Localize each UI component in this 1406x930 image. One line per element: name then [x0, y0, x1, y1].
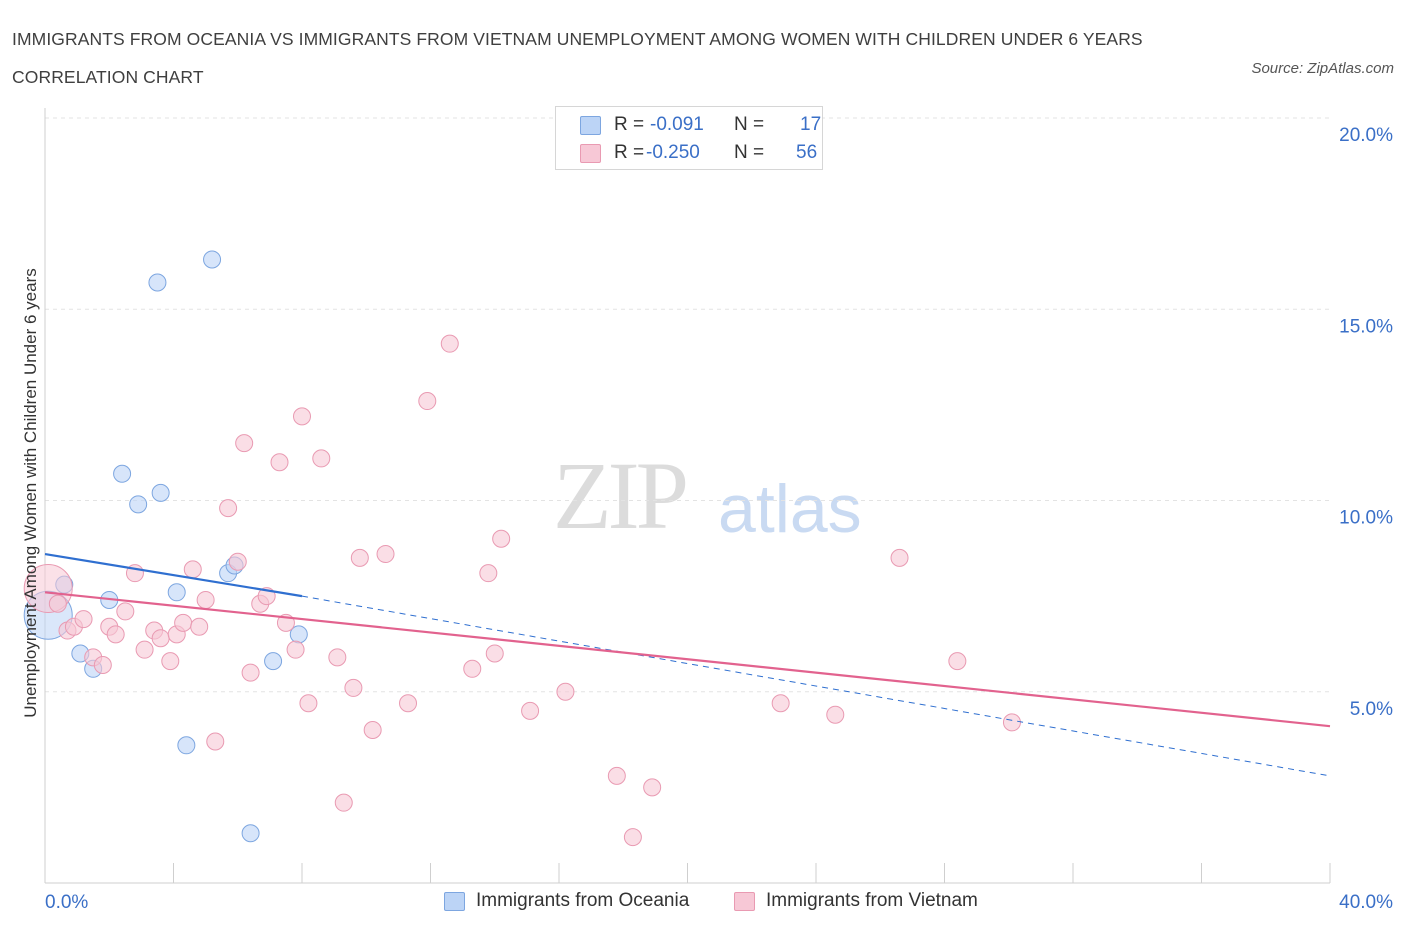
data-point — [151, 483, 170, 502]
source-label: Source: ZipAtlas.com — [1251, 60, 1394, 77]
data-point — [235, 434, 254, 453]
data-point — [643, 778, 662, 797]
data-point — [418, 392, 437, 411]
r-label: R = — [614, 142, 645, 163]
data-point — [1002, 713, 1021, 732]
y-tick-label: 15.0% — [1339, 316, 1393, 337]
data-point — [113, 464, 132, 483]
data-point — [350, 548, 369, 567]
data-point — [890, 548, 909, 567]
data-point — [135, 640, 154, 659]
data-point — [270, 453, 289, 472]
data-point — [948, 652, 967, 671]
data-point — [826, 705, 845, 724]
data-point — [177, 736, 196, 755]
data-point — [228, 552, 247, 571]
trend-line-vietnam — [44, 591, 1331, 728]
y-tick-label: 5.0% — [1350, 699, 1393, 720]
stats-legend: R = -0.091 N = 17 R = -0.250 N = 56 — [555, 106, 823, 170]
data-point — [607, 766, 626, 785]
n-value: 56 — [796, 142, 818, 163]
data-point — [196, 590, 215, 609]
data-point — [93, 655, 112, 674]
data-point — [399, 694, 418, 713]
series-legend: Immigrants from Oceania Immigrants from … — [0, 888, 1406, 918]
data-point — [74, 610, 93, 629]
data-point — [299, 694, 318, 713]
watermark-zip: ZIP — [553, 442, 689, 549]
trend-lines — [44, 552, 1331, 777]
grid-lines — [45, 117, 1330, 693]
data-point — [167, 583, 186, 602]
data-point — [440, 334, 459, 353]
data-point — [190, 617, 209, 636]
y-tick-label: 20.0% — [1339, 125, 1393, 146]
data-point — [148, 273, 167, 292]
y-axis-label: Unemployment Among Women with Children U… — [21, 268, 40, 717]
x-tick-label: 0.0% — [45, 892, 88, 913]
chart-title: IMMIGRANTS FROM OCEANIA VS IMMIGRANTS FR… — [12, 29, 1143, 87]
data-point — [241, 824, 260, 843]
data-point — [183, 560, 202, 579]
oceania-swatch — [580, 116, 601, 135]
data-point — [492, 529, 511, 548]
data-point — [264, 652, 283, 671]
data-point — [116, 602, 135, 621]
data-point — [328, 648, 347, 667]
oceania-swatch — [444, 892, 465, 911]
data-point — [106, 625, 125, 644]
n-label: N = — [734, 114, 765, 135]
data-point — [623, 828, 642, 847]
trend-line-oceania-extension — [301, 595, 1331, 777]
data-point — [363, 721, 382, 739]
data-point — [771, 694, 790, 713]
series-oceania-points — [23, 250, 308, 843]
data-point — [48, 594, 67, 613]
data-point — [206, 732, 225, 751]
data-point — [312, 449, 331, 468]
data-point — [151, 629, 170, 648]
data-point — [556, 682, 575, 701]
data-point — [293, 407, 311, 426]
tick-labels: 5.0% 10.0% 15.0% 20.0% 0.0% 40.0% — [45, 125, 1393, 913]
data-point — [174, 613, 193, 632]
r-label: R = — [614, 114, 645, 135]
data-point — [203, 250, 222, 269]
data-point — [129, 495, 148, 514]
data-point — [161, 652, 180, 671]
axes — [44, 108, 1331, 884]
data-point — [485, 644, 504, 663]
data-point — [219, 499, 238, 518]
y-tick-label: 10.0% — [1339, 508, 1393, 529]
data-point — [241, 663, 260, 682]
data-point — [344, 678, 363, 697]
vietnam-swatch — [580, 144, 601, 163]
legend-label: Immigrants from Oceania — [476, 890, 690, 911]
n-label: N = — [734, 142, 765, 163]
data-point — [286, 640, 305, 659]
r-value: -0.091 — [650, 114, 704, 135]
data-point — [376, 545, 395, 564]
watermark-atlas: atlas — [718, 471, 862, 547]
vietnam-swatch — [734, 892, 755, 911]
n-value: 17 — [800, 114, 822, 135]
data-point — [521, 701, 540, 720]
data-point — [334, 793, 353, 812]
data-point — [463, 659, 482, 678]
x-tick-label: 40.0% — [1339, 892, 1393, 913]
r-value: -0.250 — [646, 142, 700, 163]
trend-line-oceania — [44, 552, 303, 598]
legend-label: Immigrants from Vietnam — [766, 890, 978, 911]
series-vietnam-points — [23, 334, 1021, 847]
data-point — [479, 564, 498, 583]
